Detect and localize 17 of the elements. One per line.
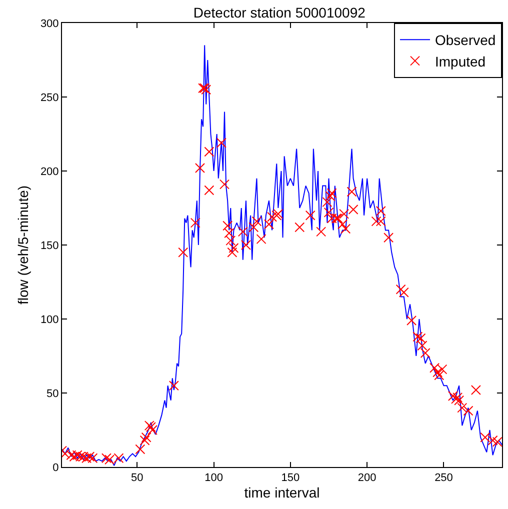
y-tick-label: 100 [40,314,59,326]
x-tick-label: 250 [434,472,453,484]
legend-label: Imputed [435,53,486,70]
y-tick-label: 300 [40,18,59,30]
x-tick-label: 150 [281,472,300,484]
y-tick-label: 0 [52,462,59,474]
y-tick-label: 50 [46,388,59,400]
chart-title: Detector station 500010092 [193,4,366,20]
y-tick-label: 200 [40,166,59,178]
legend-label: Observed [435,32,496,48]
y-axis-title: flow (veh/5-minute) [15,185,32,305]
y-tick-label: 150 [40,240,59,252]
y-tick-label: 250 [40,92,59,104]
x-axis-title: time interval [244,484,320,500]
x-tick-label: 50 [130,472,144,484]
x-tick-label: 100 [204,472,223,484]
x-tick-label: 200 [358,472,376,484]
